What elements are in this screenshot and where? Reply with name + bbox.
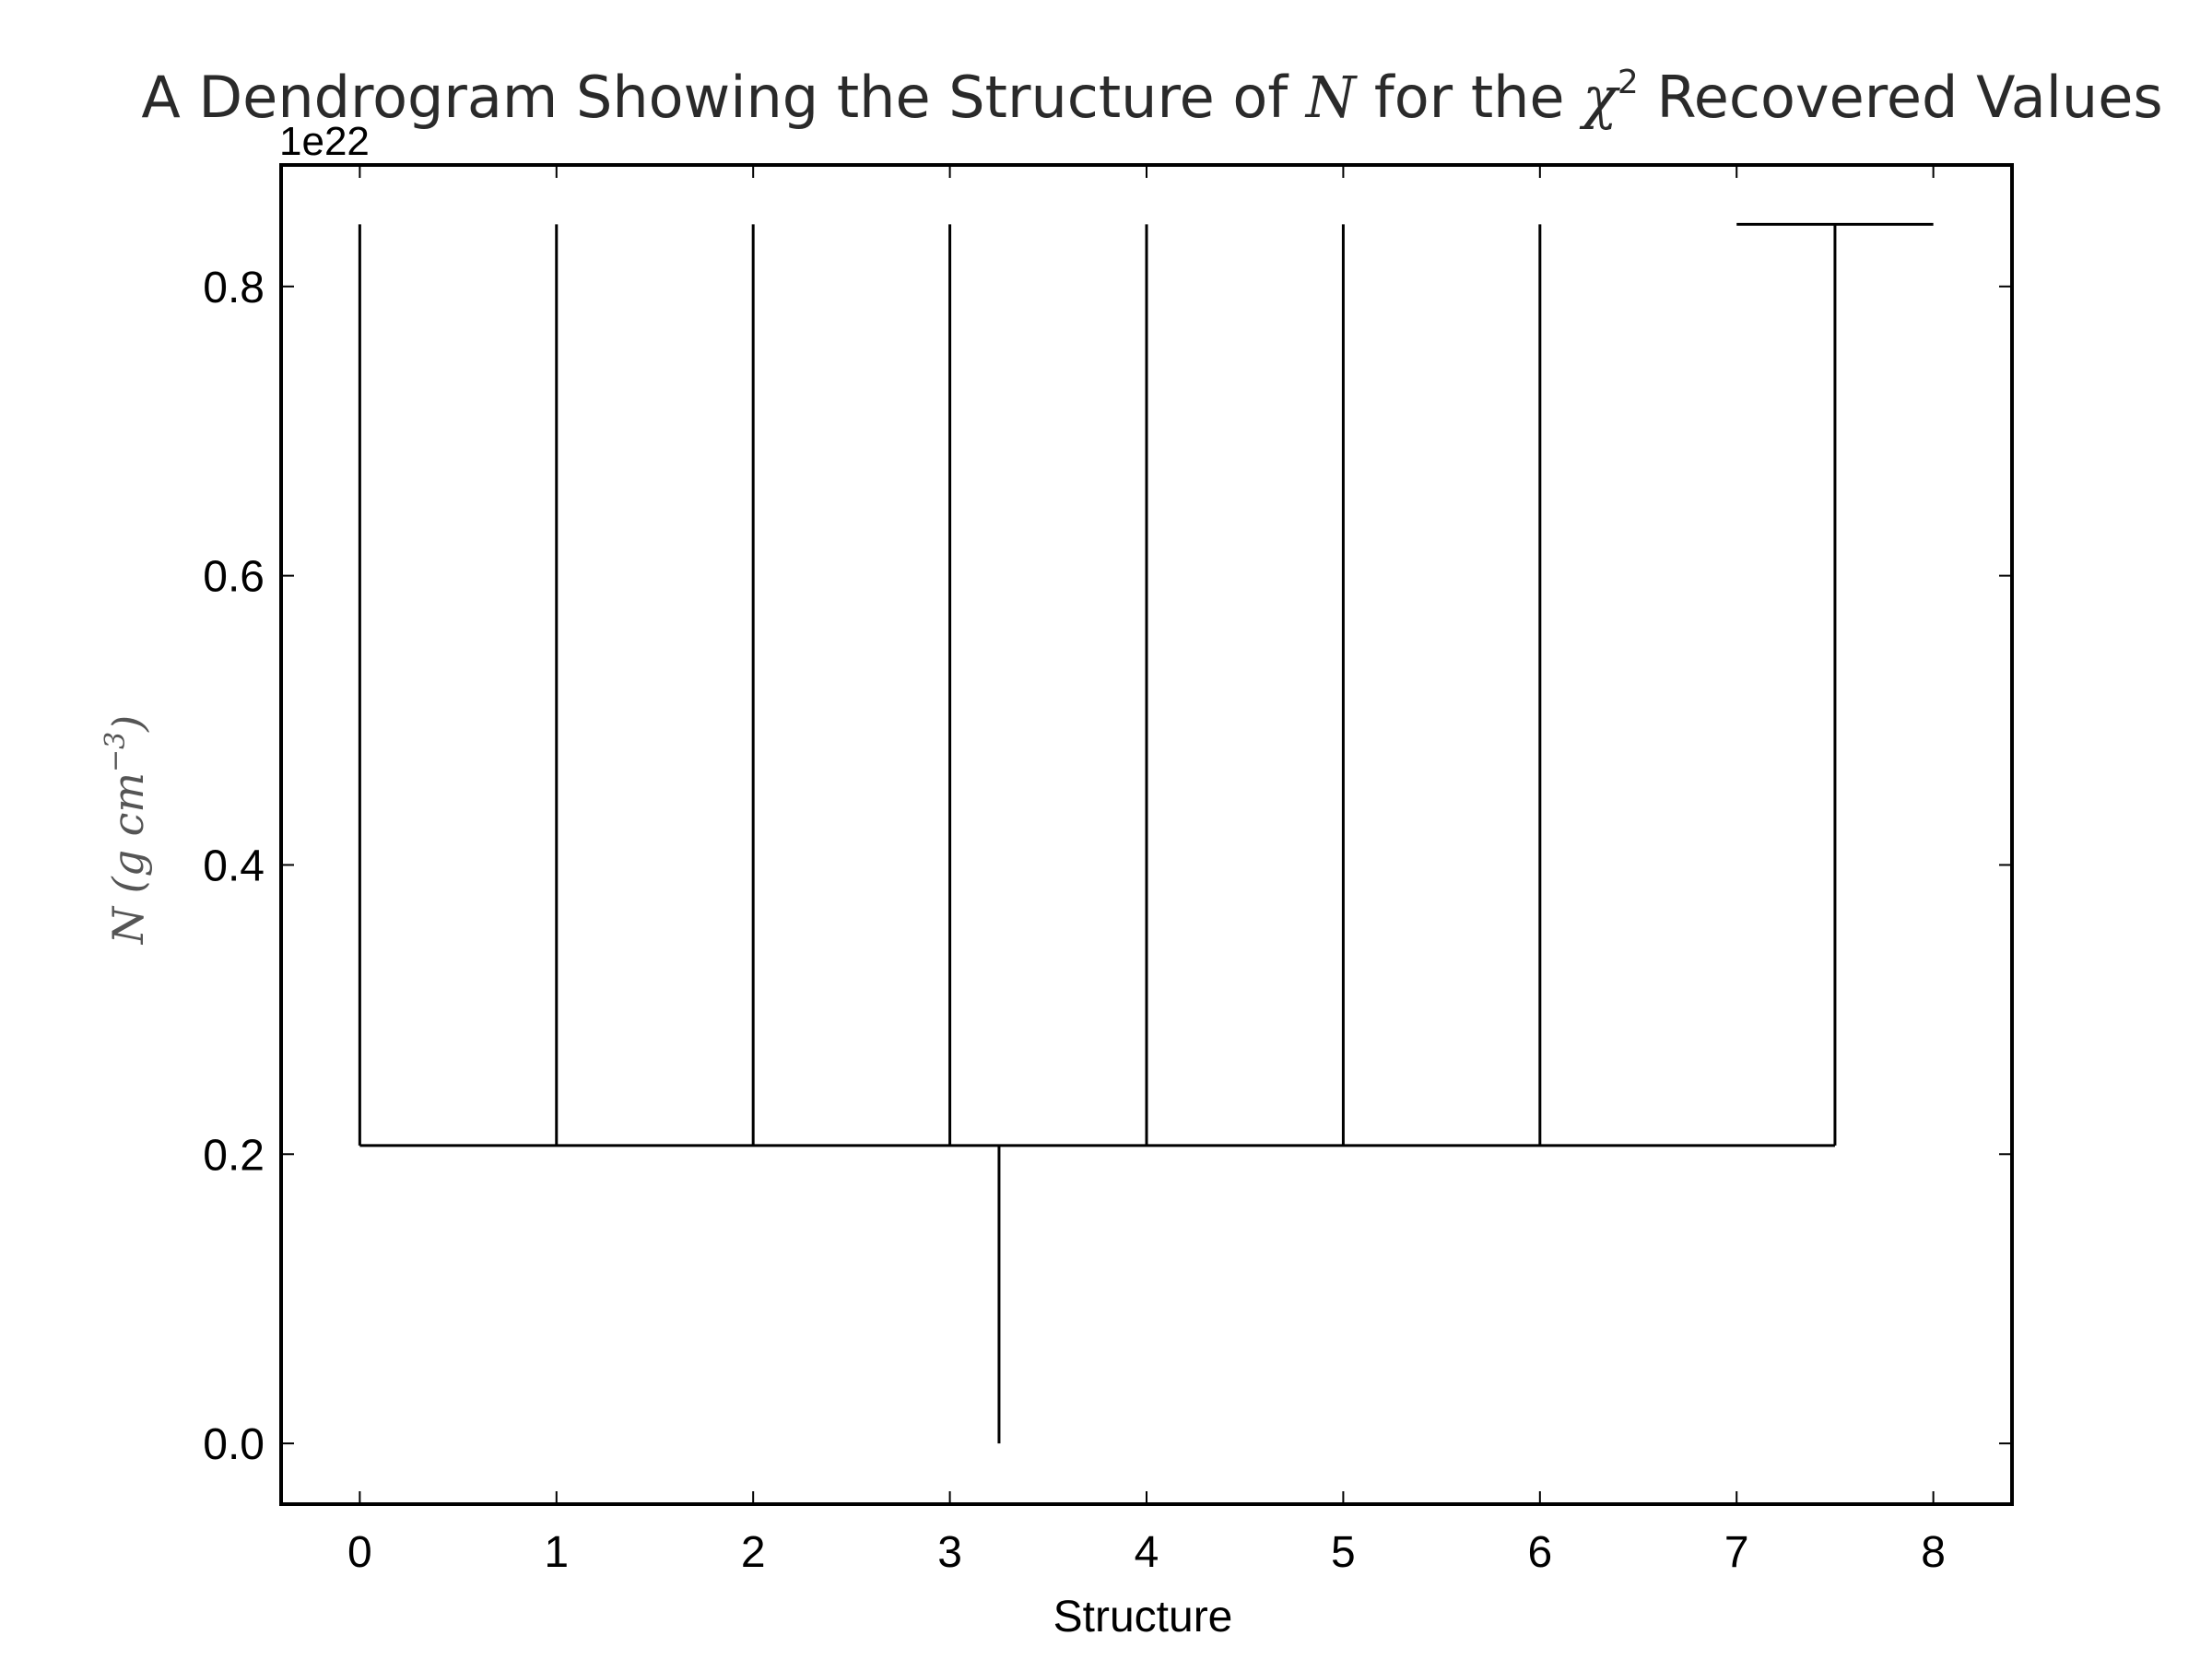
chart-title-middle: for the	[1356, 64, 1583, 131]
x-tick-label-2: 2	[741, 1528, 766, 1577]
axis-ticks	[281, 165, 2012, 1504]
y-tick-label-0.8: 0.8	[203, 264, 265, 312]
x-axis-label: Structure	[1053, 1593, 1233, 1641]
chart-title-suffix: Recovered Values	[1639, 64, 2163, 131]
y-tick-label-0: 0.0	[203, 1420, 265, 1469]
tick-labels: 0 1 2 3 4 5 6 7 8 0.0 0.2 0.4 0.6 0.8	[203, 264, 1946, 1577]
dendrogram-links	[358, 222, 1934, 1444]
chart-title: A Dendrogram Showing the Structure of N …	[141, 64, 2162, 131]
plot-frame	[279, 163, 2014, 1506]
x-tick-label-4: 4	[1135, 1528, 1159, 1577]
y-axis-offset-text: 1e22	[279, 119, 370, 164]
y-tick-label-0.6: 0.6	[203, 553, 265, 602]
x-tick-label-3: 3	[937, 1528, 962, 1577]
y-axis-label-close: )	[103, 715, 153, 733]
chart-title-superscript: 2	[1618, 64, 1639, 101]
x-tick-label-8: 8	[1921, 1528, 1946, 1577]
y-axis-label-main: N (g cm	[103, 772, 153, 945]
x-tick-label-6: 6	[1527, 1528, 1552, 1577]
chart-title-variable: N	[1304, 64, 1359, 131]
x-tick-label-5: 5	[1331, 1528, 1356, 1577]
y-tick-label-0.2: 0.2	[203, 1131, 265, 1180]
chart-title-chi: χ	[1579, 64, 1620, 131]
y-tick-label-0.4: 0.4	[203, 841, 265, 890]
x-tick-label-0: 0	[347, 1528, 372, 1577]
y-axis-label: N (g cm−3)	[100, 715, 153, 945]
y-axis-label-superscript: −3	[100, 732, 132, 772]
chart-title-prefix: A Dendrogram Showing the Structure of	[141, 64, 1306, 131]
x-tick-label-1: 1	[544, 1528, 569, 1577]
x-tick-label-7: 7	[1724, 1528, 1749, 1577]
